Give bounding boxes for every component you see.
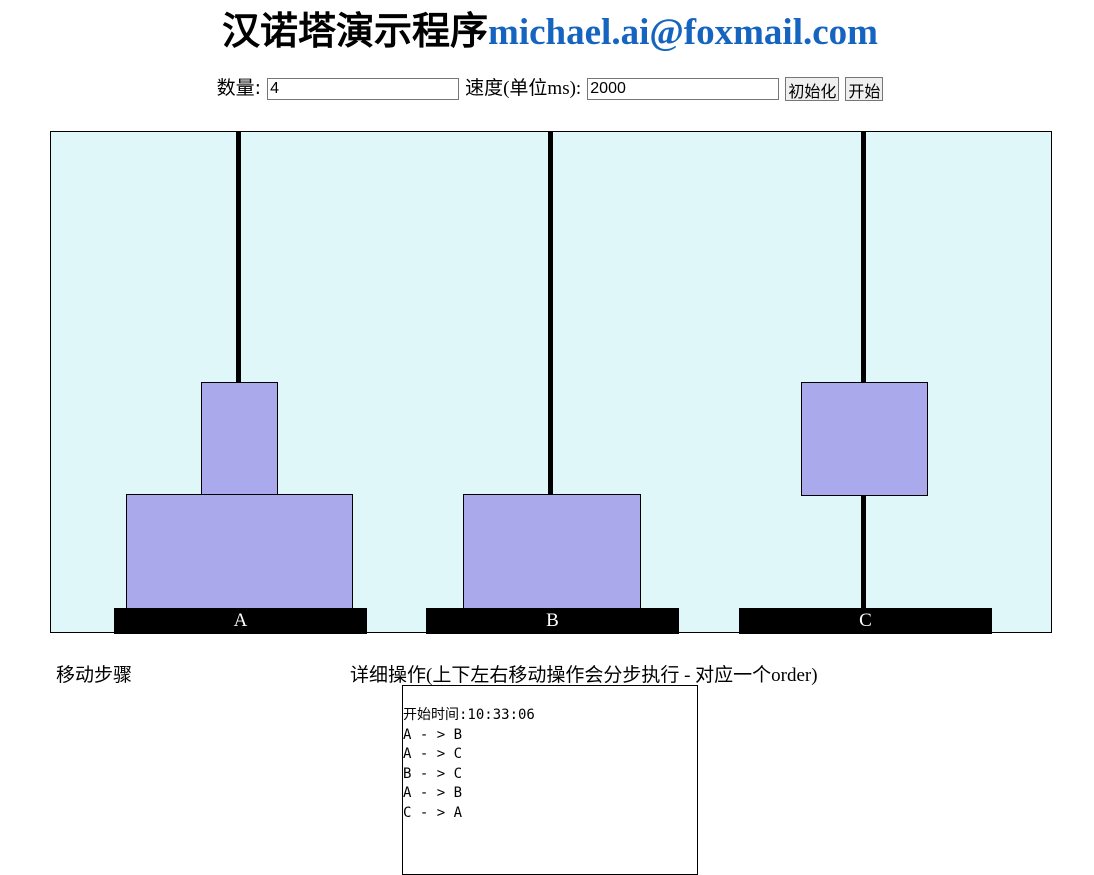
controls-bar: 数量: 速度(单位ms): 初始化 开始: [0, 74, 1094, 103]
speed-label: 速度(单位ms):: [465, 78, 582, 99]
speed-input[interactable]: [587, 78, 780, 100]
log-line: 开始时间:10:33:06: [403, 707, 535, 723]
log-line: A - > B: [403, 785, 463, 801]
log-line: A - > B: [403, 726, 463, 743]
log-line: A - > C: [403, 746, 463, 762]
operation-log[interactable]: 开始时间:10:33:06 A - > B A - > C B - > C A …: [402, 685, 698, 875]
disk[interactable]: [463, 494, 641, 609]
hanoi-stage: A B C: [50, 131, 1052, 634]
rod-c: [861, 132, 866, 608]
disk[interactable]: [201, 382, 278, 496]
steps-label: 移动步骤: [56, 664, 133, 686]
disk[interactable]: [801, 382, 928, 496]
rod-a: [236, 132, 241, 608]
detail-label: 详细操作(上下左右移动操作会分步执行 - 对应一个order): [350, 665, 818, 686]
log-line: C - > A: [403, 804, 463, 821]
page-title: 汉诺塔演示程序michael.ai@foxmail.com: [0, 6, 1094, 58]
init-button[interactable]: 初始化: [785, 77, 840, 101]
title-text: 汉诺塔演示程序: [222, 9, 489, 53]
base-b: B: [426, 608, 679, 634]
count-input[interactable]: [267, 78, 460, 100]
rod-b: [548, 132, 553, 608]
start-button[interactable]: 开始: [845, 77, 884, 101]
title-email: michael.ai@foxmail.com: [488, 12, 878, 53]
base-c: C: [739, 608, 992, 634]
count-label: 数量:: [216, 77, 262, 99]
base-a: A: [114, 608, 367, 634]
log-line: B - > C: [403, 765, 463, 782]
disk[interactable]: [126, 494, 353, 609]
